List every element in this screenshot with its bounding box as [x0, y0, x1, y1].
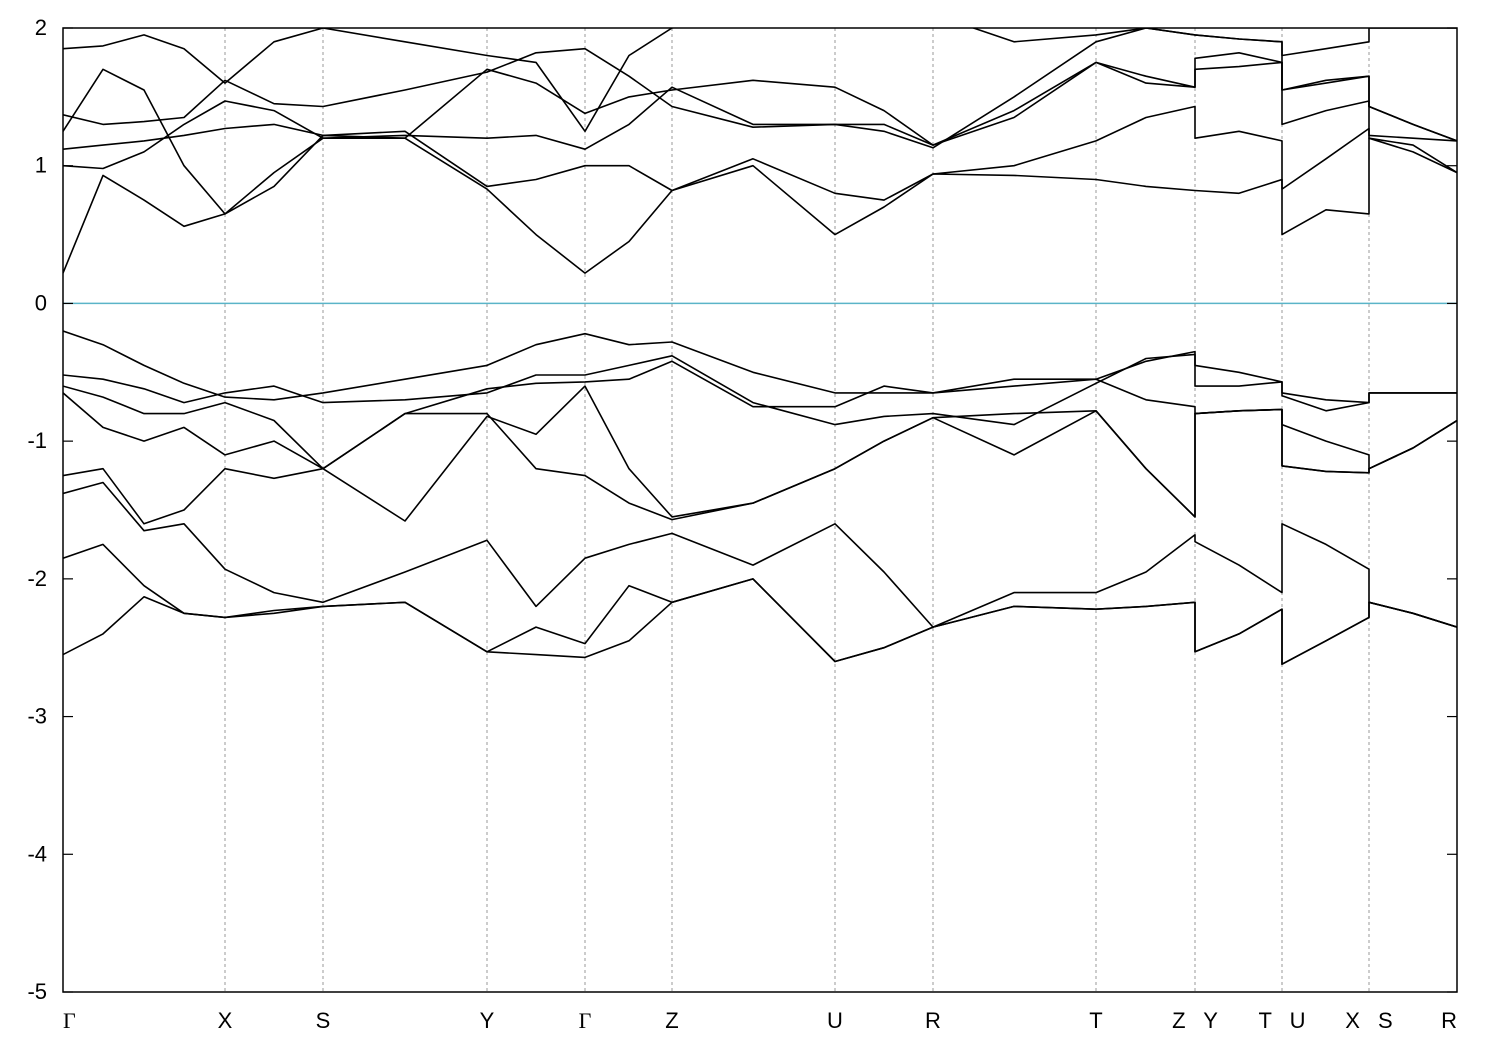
- x-tick-label: X S: [1345, 1008, 1392, 1033]
- y-tick-label: 1: [35, 153, 47, 178]
- x-tick-label: Y: [480, 1008, 495, 1033]
- bands: [63, 28, 1457, 665]
- x-tick-label: Γ: [63, 1008, 76, 1033]
- band-line: [63, 481, 1457, 628]
- x-tick-label: Γ: [579, 1008, 592, 1033]
- y-tick-label: -2: [27, 566, 47, 591]
- band-line: [63, 353, 1457, 426]
- band-line: [63, 578, 1457, 665]
- x-tick-label: S: [316, 1008, 331, 1033]
- y-tick-label: -3: [27, 704, 47, 729]
- y-tick-label: -1: [27, 428, 47, 453]
- band-line: [63, 28, 1457, 133]
- band-line: [63, 408, 1457, 525]
- band-line: [63, 105, 1457, 274]
- band-line: [63, 123, 1457, 201]
- band-line: [63, 330, 1457, 412]
- band-line: [63, 61, 1457, 170]
- y-tick-label: 0: [35, 290, 47, 315]
- y-tick-label: -5: [27, 979, 47, 1004]
- x-tick-label: Z: [665, 1008, 678, 1033]
- x-tick-label: Z Y: [1172, 1008, 1218, 1033]
- x-tick-label: R: [925, 1008, 941, 1033]
- x-tick-label: X: [218, 1008, 233, 1033]
- x-tick-label: T: [1089, 1008, 1102, 1033]
- y-tick-label: -4: [27, 841, 47, 866]
- x-tick-label: R: [1441, 1008, 1457, 1033]
- plot-frame: [62, 27, 1458, 993]
- band-line: [63, 360, 1457, 470]
- x-tick-label: T U: [1258, 1008, 1305, 1033]
- x-tick-label: U: [827, 1008, 843, 1033]
- band-line: [63, 52, 1457, 215]
- axes: -5 -4 -3 -2 -1 0 1 2 Γ X S Y Γ Z U R T Z Y T U X S R: [27, 15, 1457, 1033]
- y-tick-label: 2: [35, 15, 47, 40]
- band-line: [63, 28, 1457, 149]
